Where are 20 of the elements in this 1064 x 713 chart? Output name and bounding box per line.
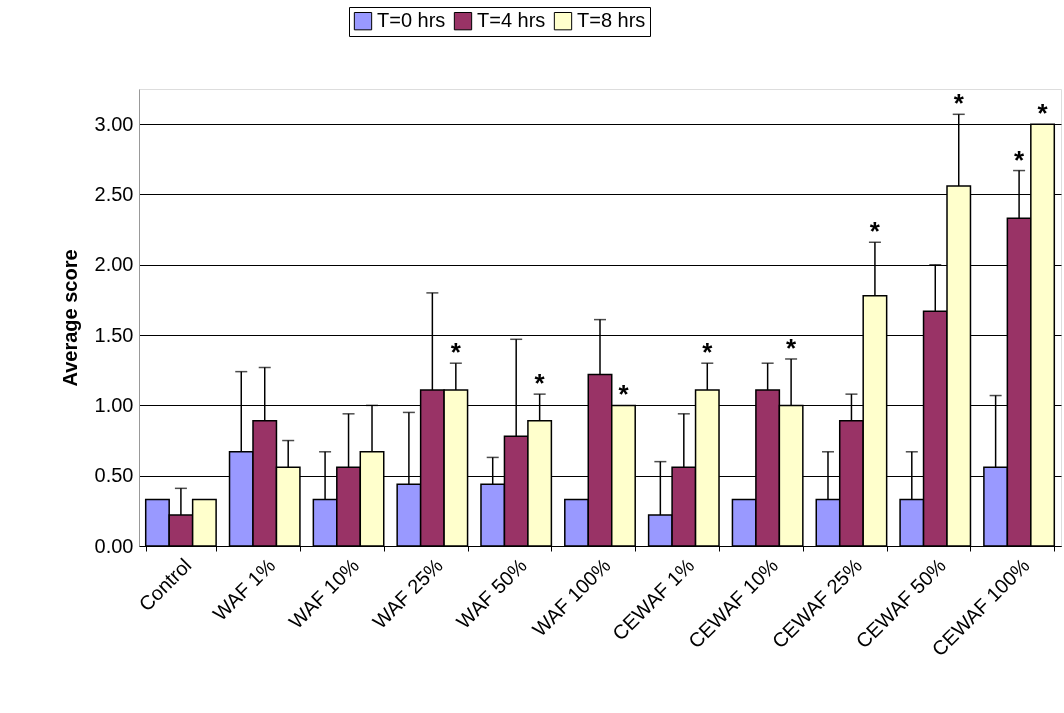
annotation: *	[618, 379, 630, 410]
legend-label: T=8 hrs	[577, 9, 646, 32]
y-tick-label: 1.00	[94, 393, 134, 416]
annotation: *	[869, 216, 881, 247]
y-tick-label: 2.00	[94, 253, 134, 276]
legend-label: T=0 hrs	[377, 9, 446, 32]
annotation: *	[534, 368, 546, 399]
y-tick-label: 0.50	[94, 464, 134, 487]
annotation: *	[450, 337, 462, 368]
y-tick-label: 2.50	[94, 182, 134, 205]
y-tick-label: 1.50	[94, 323, 134, 346]
y-axis-title: Average score	[58, 249, 81, 387]
legend-label: T=4 hrs	[477, 9, 546, 32]
annotation: *	[1037, 98, 1049, 129]
y-tick-label: 0.00	[94, 534, 134, 557]
annotation: *	[953, 88, 965, 119]
annotation: *	[786, 332, 798, 363]
y-tick-label: 3.00	[94, 112, 134, 135]
annotation: *	[702, 337, 714, 368]
annotation: *	[1014, 144, 1026, 175]
